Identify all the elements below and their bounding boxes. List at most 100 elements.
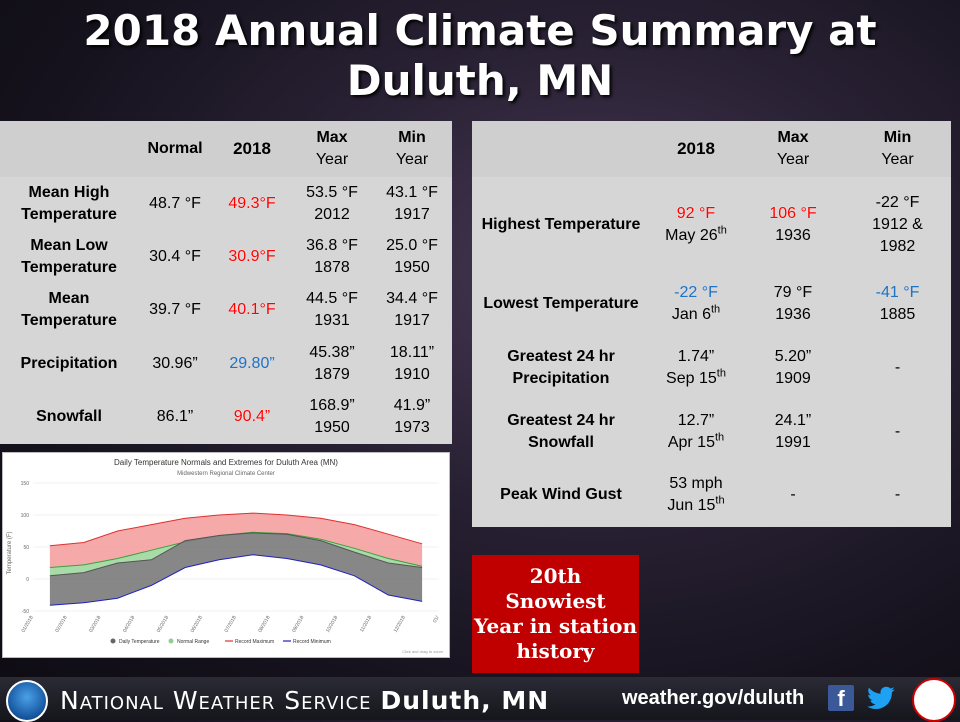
header-max: Max Year <box>292 121 372 177</box>
table-row: Lowest Temperature -22 °F Jan 6th 79 °F 19… <box>472 272 951 336</box>
legend-label[interactable]: Record Minimum <box>293 639 331 645</box>
max-value: 44.5 °F 1931 <box>306 290 358 330</box>
header-normal: Normal <box>138 121 212 177</box>
table-header-row: 2018 Max Year Min Year <box>472 121 951 177</box>
max-value: 5.20” 1909 <box>774 347 812 387</box>
year-value: 1.74” Sep 15th <box>666 347 726 387</box>
y-tick-label: -50 <box>22 609 29 615</box>
year-value: 40.1°F <box>228 301 276 319</box>
legend-marker <box>110 638 116 644</box>
table-row: Greatest 24 hr Precipitation 1.74” Sep 15t… <box>472 336 951 400</box>
noaa-logo[interactable] <box>6 680 48 722</box>
row-label: Peak Wind Gust <box>500 486 622 504</box>
callout-line: Year in station <box>474 614 637 638</box>
max-value: - <box>790 486 796 504</box>
header-min: Min Year <box>844 121 951 177</box>
header-min: Min Year <box>372 121 452 177</box>
year-value: 92 °F May 26th <box>665 204 727 244</box>
min-value: -22 °F 1912 & 1982 <box>872 193 923 255</box>
min-value: -41 °F 1885 <box>875 284 920 324</box>
table-row: Mean High Temperature 48.7 °F 49.3°F 53.5… <box>0 177 452 230</box>
chart-credit: Click and drag to zoom <box>402 649 444 654</box>
normal-value: 39.7 °F <box>149 301 201 319</box>
callout-line: Snowiest <box>505 589 606 613</box>
min-value: - <box>894 486 901 504</box>
row-label: Mean Temperature <box>21 290 117 330</box>
chart-subtitle: Midwestern Regional Climate Center <box>177 471 275 477</box>
legend-marker <box>168 638 174 644</box>
x-tick-label: 04/2018 <box>122 615 136 634</box>
office-prefix: National Weather Service <box>60 686 372 715</box>
twitter-icon[interactable] <box>866 683 896 713</box>
min-value: 43.1 °F 1917 <box>386 183 438 223</box>
page-title: 2018 Annual Climate Summary at Duluth, M… <box>0 6 960 106</box>
min-value: 18.11” 1910 <box>389 343 435 383</box>
y-tick-label: 0 <box>26 577 29 583</box>
max-value: 106 °F 1936 <box>769 204 817 244</box>
normal-value: 48.7 °F <box>149 194 201 212</box>
x-tick-label: 09/2018 <box>291 615 305 634</box>
nws-logo[interactable] <box>912 678 956 722</box>
min-value: 41.9” 1973 <box>393 397 431 437</box>
max-value: 79 °F 1936 <box>773 284 813 324</box>
table-row: Snowfall 86.1” 90.4” 168.9” 1950 41.9” 197… <box>0 391 452 444</box>
snowiest-callout: 20th Snowiest Year in station history <box>472 555 639 673</box>
legend-label[interactable]: Daily Temperature <box>119 639 160 645</box>
max-value: 24.1” 1991 <box>774 411 812 451</box>
normal-value: 30.4 °F <box>149 248 201 266</box>
max-value: 36.8 °F 1878 <box>306 237 358 277</box>
table-row: Greatest 24 hr Snowfall 12.7” Apr 15th 24.… <box>472 400 951 464</box>
footer-office-name: National Weather Service Duluth, MN <box>60 686 549 715</box>
x-tick-label: 01/ <box>432 614 441 624</box>
x-tick-label: 12/2018 <box>393 615 407 634</box>
year-value: 53 mph Jun 15th <box>667 475 725 515</box>
facebook-icon[interactable]: f <box>828 685 854 711</box>
y-tick-label: 100 <box>21 513 30 519</box>
y-tick-label: 50 <box>23 545 29 551</box>
table-row: Mean Low Temperature 30.4 °F 30.9°F 36.8 … <box>0 230 452 283</box>
series-line-record-maximum <box>49 512 423 547</box>
chart-svg[interactable]: Daily Temperature Normals and Extremes f… <box>3 453 449 657</box>
x-tick-label: 07/2018 <box>223 615 237 634</box>
max-value: 168.9” 1950 <box>309 397 355 437</box>
max-value: 53.5 °F 2012 <box>306 183 358 223</box>
office-city: Duluth, MN <box>380 686 550 715</box>
footer-bar: National Weather Service Duluth, MN weat… <box>0 677 960 722</box>
year-value: 12.7” Apr 15th <box>667 411 725 451</box>
row-label: Mean High Temperature <box>21 183 117 223</box>
title-line-1: 2018 Annual Climate Summary at <box>83 6 877 55</box>
x-tick-label: 02/2018 <box>54 615 68 634</box>
table-header-row: Normal 2018 Max Year Min Year <box>0 121 452 177</box>
year-value: 90.4” <box>233 408 271 426</box>
callout-line: history <box>516 639 595 663</box>
chart-ylabel: Temperature (F) <box>7 531 13 574</box>
series-line-daily-temperature <box>49 532 423 577</box>
callout-line: 20th <box>529 564 582 588</box>
x-tick-label: 08/2018 <box>257 615 271 634</box>
table-row: Peak Wind Gust 53 mph Jun 15th - - <box>472 463 951 527</box>
title-line-2: Duluth, MN <box>346 56 614 105</box>
temperature-chart[interactable]: Daily Temperature Normals and Extremes f… <box>2 452 450 658</box>
table-row: Highest Temperature 92 °F May 26th 106 °F… <box>472 177 951 272</box>
min-value: 34.4 °F 1917 <box>386 290 438 330</box>
row-label: Highest Temperature <box>481 215 641 233</box>
row-label: Lowest Temperature <box>483 295 639 313</box>
header-2018: 2018 <box>650 121 742 177</box>
x-tick-label: 01/2018 <box>20 615 34 634</box>
legend-label[interactable]: Record Maximum <box>235 639 274 645</box>
year-value: -22 °F Jan 6th <box>671 284 721 324</box>
row-label: Greatest 24 hr Snowfall <box>507 411 615 451</box>
header-2018: 2018 <box>212 121 292 177</box>
min-value: - <box>894 422 901 440</box>
x-tick-label: 10/2018 <box>325 615 339 634</box>
legend-label[interactable]: Normal Range <box>177 639 209 645</box>
extremes-table: 2018 Max Year Min Year Highest Temperature… <box>472 121 951 527</box>
y-tick-label: 150 <box>21 481 30 487</box>
row-label: Mean Low Temperature <box>21 237 117 277</box>
series-area-daily-temperature <box>49 532 423 606</box>
min-value: - <box>894 358 901 376</box>
table-row: Precipitation 30.96” 29.80” 45.38” 1879 1… <box>0 337 452 390</box>
row-label: Greatest 24 hr Precipitation <box>507 347 615 387</box>
website-link[interactable]: weather.gov/duluth <box>622 687 805 709</box>
x-tick-label: 06/2018 <box>190 615 204 634</box>
